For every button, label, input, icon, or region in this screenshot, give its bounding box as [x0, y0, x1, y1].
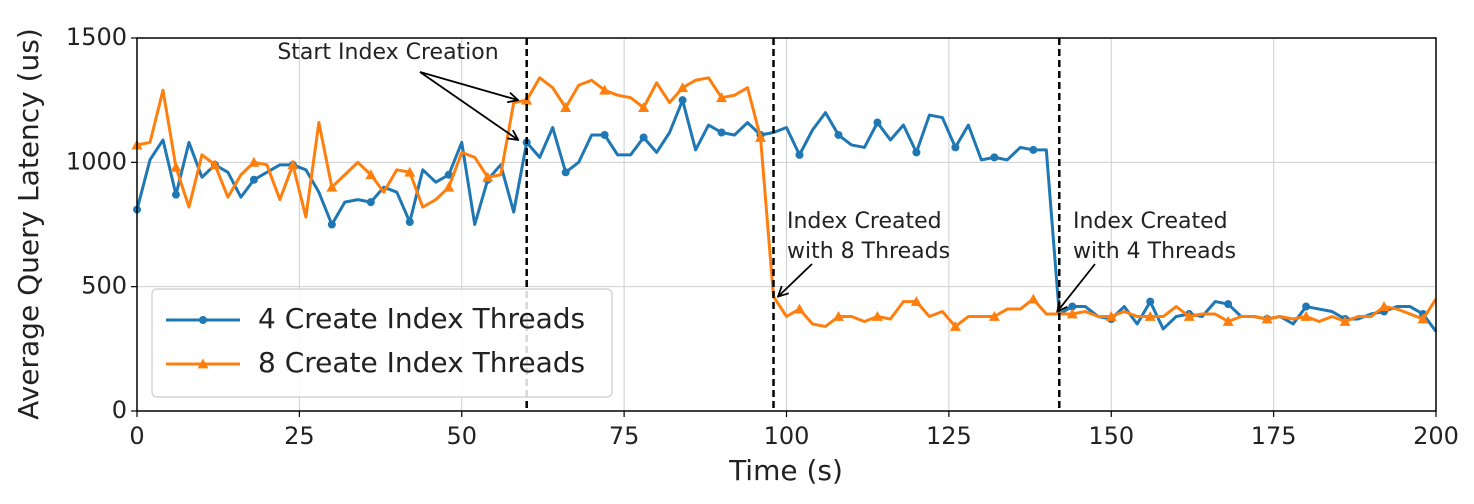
annotation-arrow: [419, 71, 518, 100]
point-marker: [1027, 293, 1039, 304]
legend-marker: [199, 316, 207, 324]
x-tick-label: 75: [609, 422, 640, 450]
annotation-arrow: [419, 71, 518, 140]
x-tick-label: 50: [446, 422, 477, 450]
series-line: [136, 76, 1438, 328]
point-marker: [871, 311, 883, 321]
point-marker: [599, 84, 611, 95]
point-marker: [171, 190, 180, 199]
point-marker: [1224, 300, 1233, 309]
point-marker: [443, 181, 455, 192]
x-axis-label: Time (s): [728, 454, 843, 487]
point-marker: [405, 218, 414, 227]
point-marker: [832, 311, 844, 321]
point-marker: [326, 181, 338, 192]
point-marker: [287, 159, 299, 170]
point-marker: [170, 161, 182, 172]
y-axis-label: Average Query Latency (us): [12, 28, 45, 420]
point-marker: [1302, 302, 1311, 311]
y-tick-label: 1000: [66, 147, 127, 175]
point-marker: [951, 143, 960, 152]
x-tick-label: 200: [1413, 422, 1459, 450]
point-marker: [990, 153, 999, 162]
point-marker: [561, 168, 570, 177]
x-tick-label: 0: [129, 422, 144, 450]
point-marker: [444, 170, 453, 179]
point-marker: [1261, 313, 1273, 324]
point-marker: [1144, 311, 1156, 321]
point-marker: [910, 296, 922, 306]
point-marker: [1183, 311, 1195, 321]
x-tick-label: 150: [1088, 422, 1134, 450]
point-marker: [678, 96, 687, 105]
legend-label: 8 Create Index Threads: [258, 346, 585, 379]
annotation-text: with 8 Threads: [787, 239, 950, 264]
annotation-arrow: [1057, 263, 1096, 312]
point-marker: [639, 133, 648, 142]
annotation-arrow: [778, 263, 813, 297]
annotation-text: Index Created: [1073, 209, 1228, 234]
point-marker: [1066, 308, 1078, 319]
x-tick-label: 175: [1251, 422, 1297, 450]
y-tick-label: 0: [112, 396, 127, 424]
point-marker: [249, 175, 258, 184]
point-marker: [1146, 297, 1155, 306]
point-marker: [912, 148, 921, 157]
y-tick-label: 500: [81, 272, 127, 300]
point-marker: [834, 130, 843, 139]
point-marker: [1029, 145, 1038, 154]
point-marker: [560, 102, 572, 113]
point-marker: [404, 166, 416, 177]
point-marker: [717, 128, 726, 137]
point-marker: [795, 150, 804, 159]
legend-box: [151, 288, 613, 398]
point-marker: [1339, 315, 1351, 326]
point-marker: [327, 220, 336, 229]
point-marker: [1068, 302, 1077, 311]
point-marker: [755, 131, 767, 142]
point-marker: [1417, 313, 1429, 324]
annotation-text: with 4 Threads: [1073, 239, 1236, 264]
annotation-text: Index Created: [787, 209, 942, 234]
point-marker: [366, 198, 375, 207]
point-marker: [988, 311, 1000, 321]
point-marker: [716, 92, 728, 103]
point-marker: [248, 156, 260, 167]
point-marker: [677, 82, 689, 93]
x-tick-label: 100: [764, 422, 810, 450]
x-tick-label: 125: [926, 422, 972, 450]
legend-marker: [197, 358, 209, 369]
point-marker: [600, 130, 609, 139]
point-marker: [1105, 311, 1117, 321]
point-marker: [1378, 301, 1390, 311]
annotation-text: Start Index Creation: [277, 40, 498, 65]
point-marker: [482, 171, 494, 182]
series-line: [135, 98, 1438, 333]
point-marker: [873, 118, 882, 127]
plot-frame: [136, 37, 1437, 412]
legend-label: 4 Create Index Threads: [258, 302, 585, 335]
point-marker: [638, 102, 650, 113]
point-marker: [1300, 311, 1312, 321]
point-marker: [1222, 315, 1234, 326]
point-marker: [209, 159, 221, 170]
point-marker: [793, 303, 805, 314]
y-tick-label: 1500: [66, 23, 127, 51]
x-tick-label: 25: [284, 422, 315, 450]
point-marker: [949, 320, 961, 331]
point-marker: [365, 169, 377, 180]
